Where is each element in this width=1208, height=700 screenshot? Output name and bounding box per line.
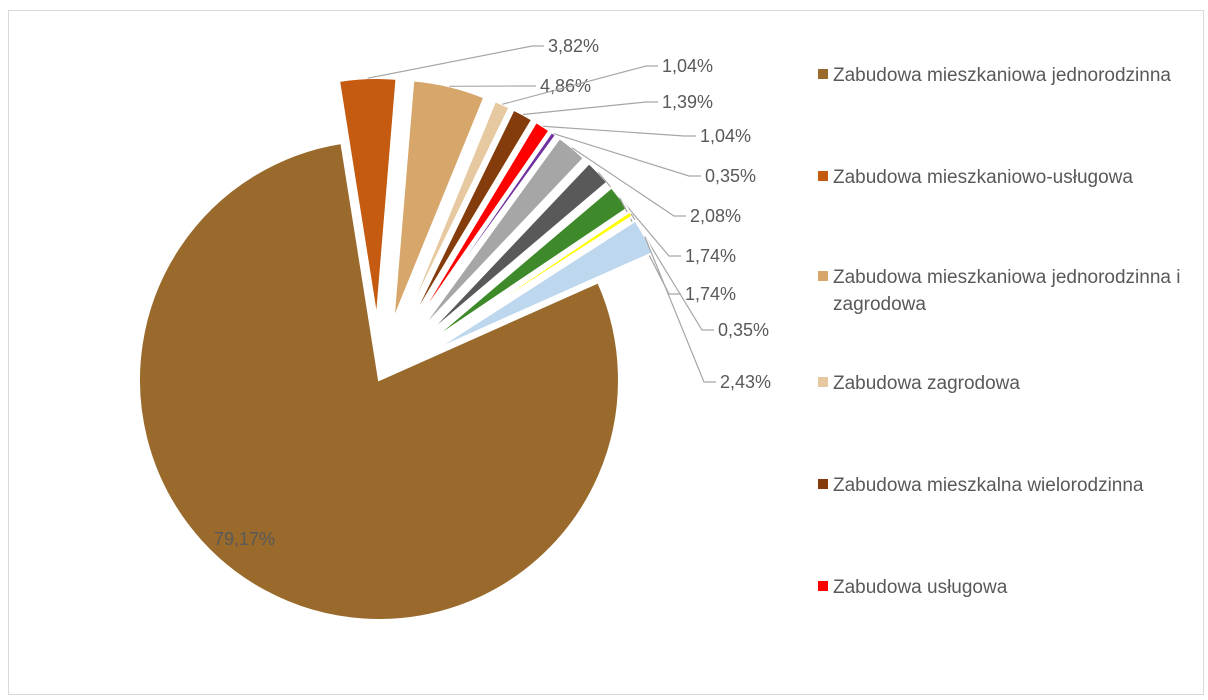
legend-item: Zabudowa mieszkaniowo-usługowa xyxy=(818,164,1203,191)
legend-label: Zabudowa mieszkaniowa jednorodzinna i za… xyxy=(833,267,1181,315)
legend-label: Zabudowa usługowa xyxy=(833,577,1008,598)
legend-label: Zabudowa mieszkaniowa jednorodzinna xyxy=(833,65,1171,86)
leader-line xyxy=(630,213,714,331)
data-label: 1,39% xyxy=(662,92,713,112)
data-label: 79,17% xyxy=(214,529,275,549)
data-label: 2,08% xyxy=(690,206,741,226)
data-label: 1,74% xyxy=(685,246,736,266)
legend-item: Zabudowa mieszkaniowa jednorodzinna i za… xyxy=(818,264,1203,318)
pie-chart: 79,17% 3,82% 4,86% 1,04% 1,39% 1,04% 0,35% 2,08… xyxy=(138,36,771,621)
leader-line xyxy=(553,133,701,177)
leader-line xyxy=(644,236,716,383)
pie-slice xyxy=(414,130,558,331)
legend-item: Zabudowa mieszkalna wielorodzinna xyxy=(818,472,1203,499)
data-label: 1,04% xyxy=(662,56,713,76)
data-label: 3,82% xyxy=(548,36,599,56)
legend-label: Zabudowa mieszkalna wielorodzinna xyxy=(833,475,1144,496)
data-label: 2,43% xyxy=(720,372,771,392)
legend-swatch xyxy=(818,69,828,79)
legend-label: Zabudowa zagrodowa xyxy=(833,373,1020,394)
pie-slice xyxy=(337,77,398,319)
legend-swatch xyxy=(818,271,828,281)
legend-item: Zabudowa mieszkaniowa jednorodzinna xyxy=(818,62,1203,89)
legend-label: Zabudowa mieszkaniowo-usługowa xyxy=(833,167,1133,188)
data-label: 4,86% xyxy=(540,76,591,96)
leader-line xyxy=(571,147,686,217)
legend-swatch xyxy=(818,377,828,387)
legend-swatch xyxy=(818,581,828,591)
data-label: 1,04% xyxy=(700,126,751,146)
legend-item: Zabudowa zagrodowa xyxy=(818,370,1203,397)
data-label: 0,35% xyxy=(718,320,769,340)
leader-line xyxy=(367,45,544,79)
data-label: 1,74% xyxy=(685,284,736,304)
legend-item: Zabudowa usługowa xyxy=(818,574,1203,601)
pie-slice xyxy=(138,141,620,621)
leader-line xyxy=(522,101,658,116)
leader-line xyxy=(542,125,696,137)
legend-swatch xyxy=(818,479,828,489)
data-label: 0,35% xyxy=(705,166,756,186)
legend-swatch xyxy=(818,171,828,181)
leader-line xyxy=(502,65,658,105)
